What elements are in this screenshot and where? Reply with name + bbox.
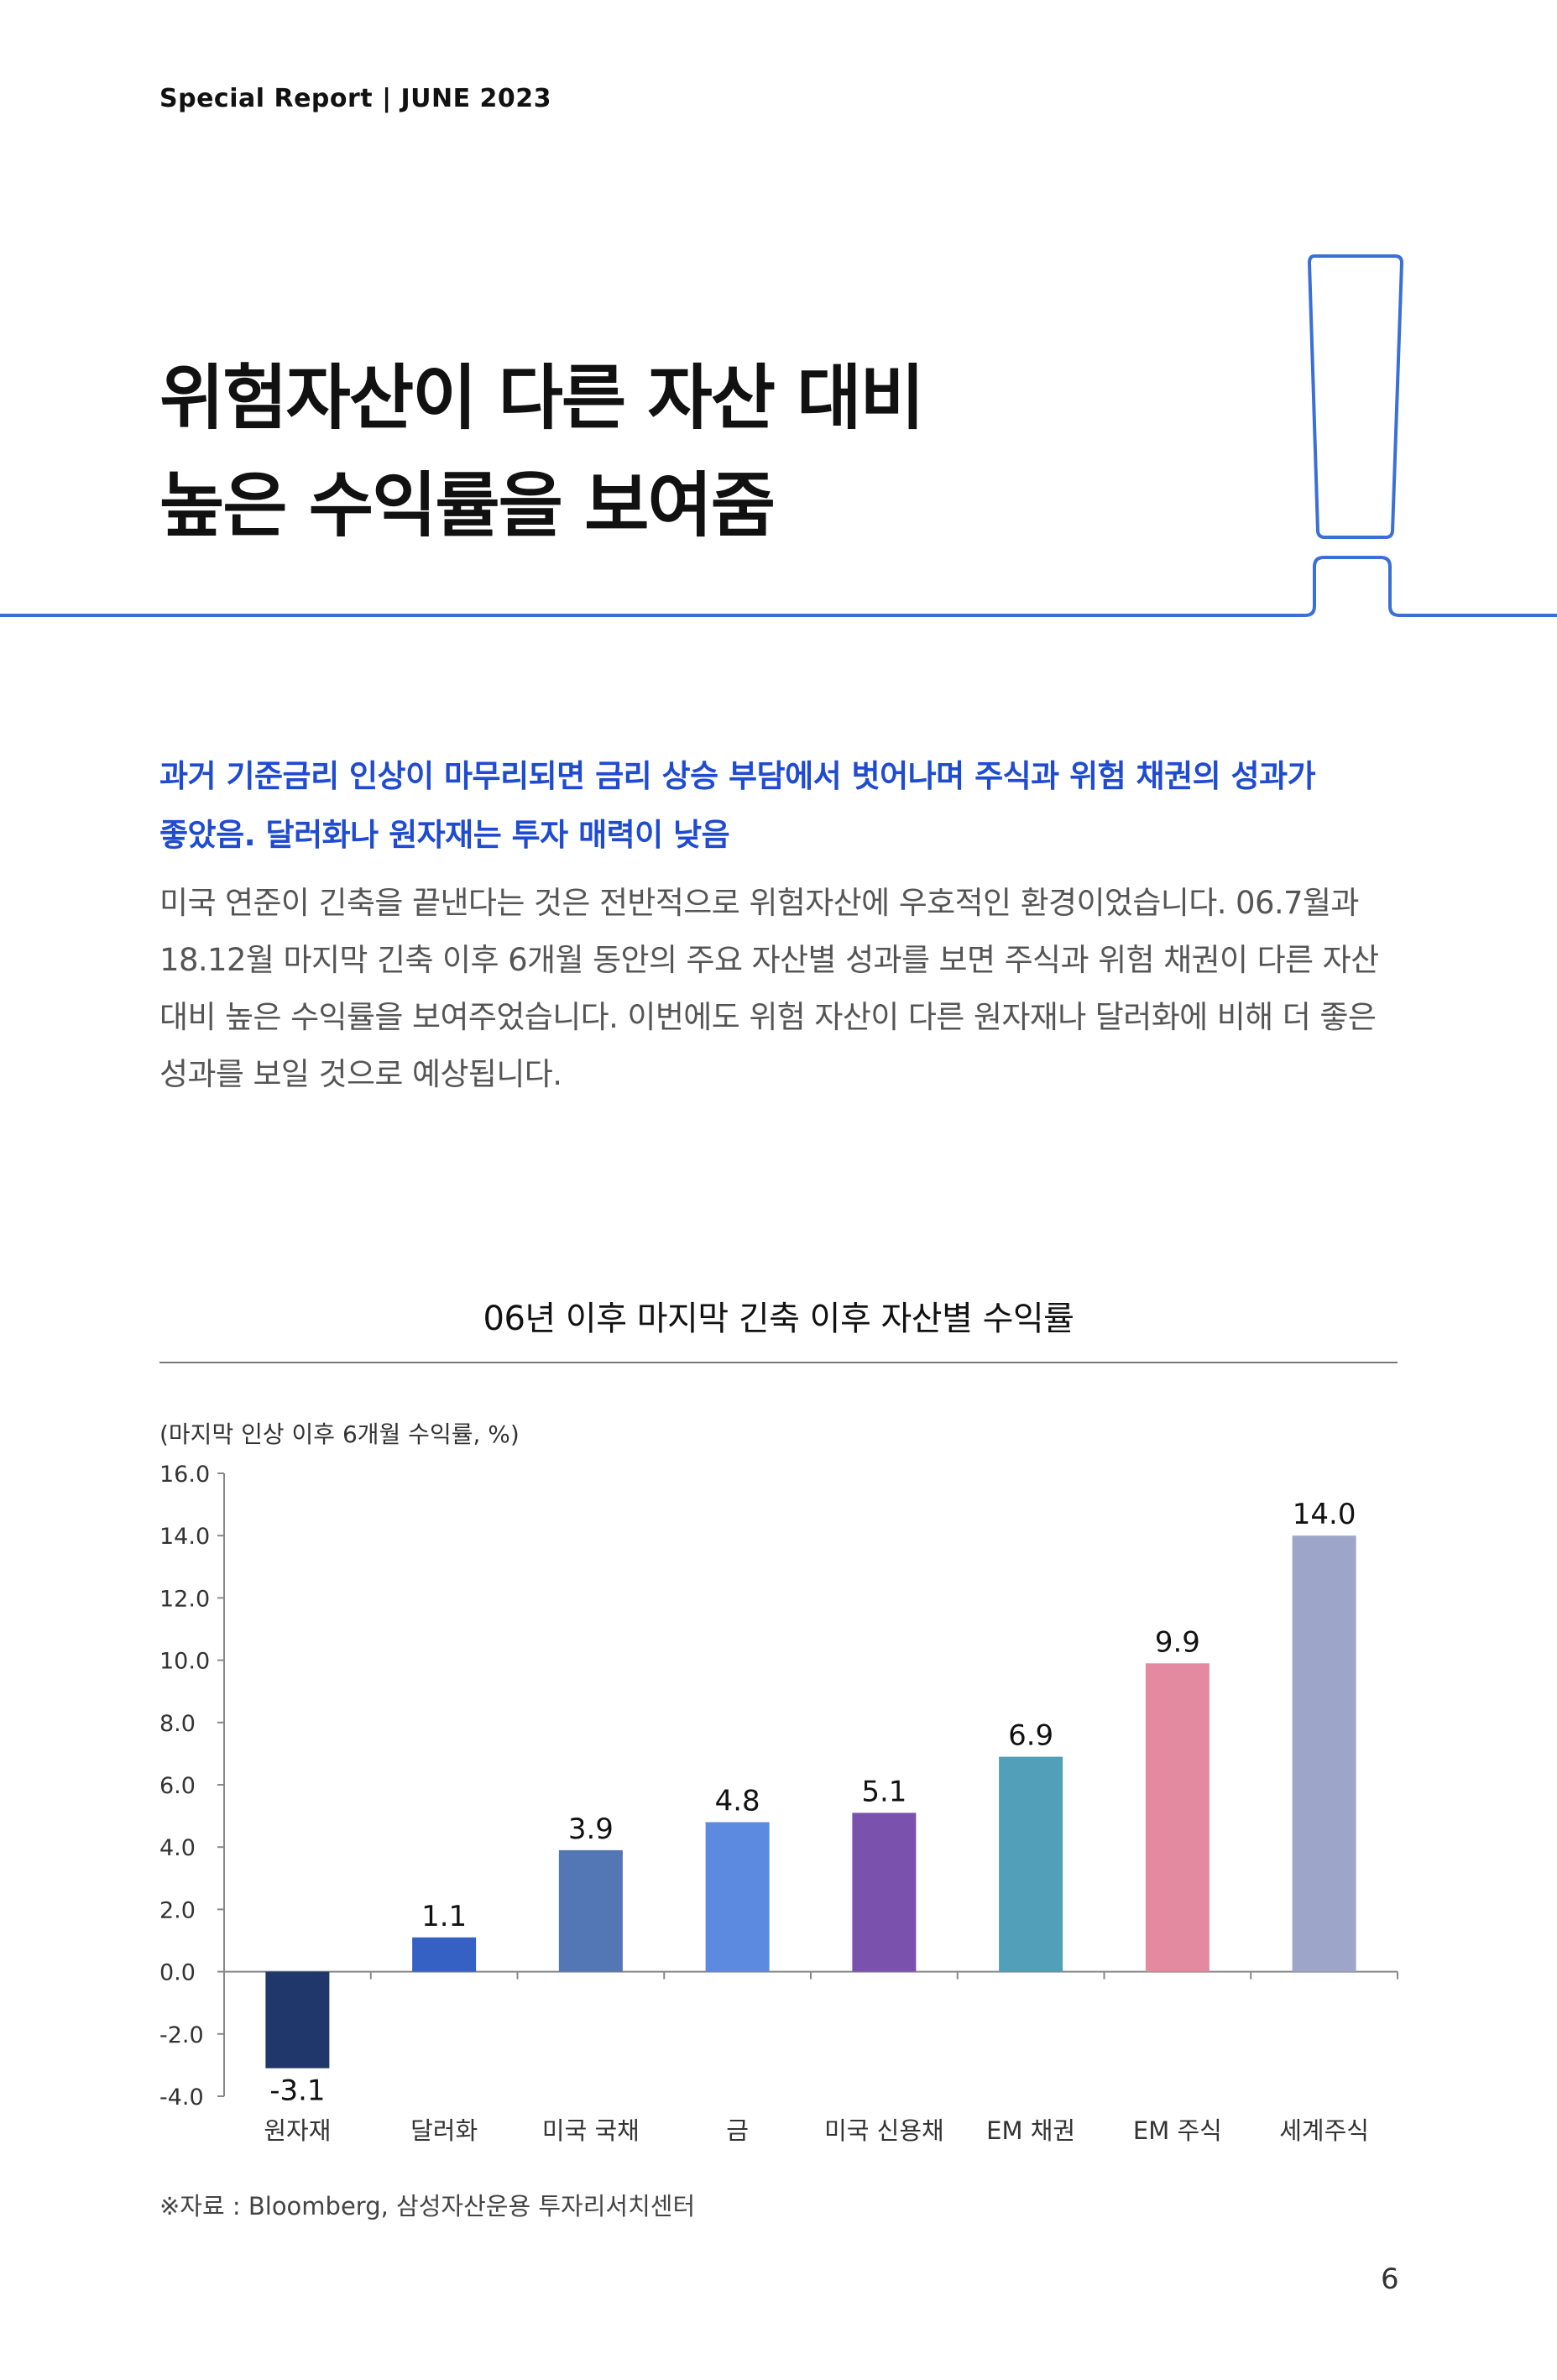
bar-value-label: 4.8 <box>715 1785 760 1818</box>
bar <box>1145 1663 1210 1972</box>
y-tick-label: 16.0 <box>159 1462 210 1488</box>
y-tick-label: -4.0 <box>159 2084 204 2111</box>
bar <box>705 1822 770 1972</box>
x-category-label: EM 채권 <box>986 2116 1075 2145</box>
bar-value-label: 3.9 <box>568 1812 614 1846</box>
y-tick-label: 4.0 <box>159 1835 196 1861</box>
bar-value-label: 14.0 <box>1293 1498 1356 1531</box>
source-note: ※자료 : Bloomberg, 삼성자산운용 투자리서치센터 <box>159 2192 696 2220</box>
body-line-4: 성과를 보일 것으로 예상됩니다. <box>159 1056 562 1092</box>
x-category-label: 미국 신용채 <box>824 2116 944 2145</box>
y-tick-label: -2.0 <box>159 2022 204 2048</box>
y-tick-label: 2.0 <box>159 1897 196 1923</box>
x-category-label: EM 주식 <box>1133 2116 1222 2145</box>
x-category-label: 금 <box>726 2116 749 2145</box>
page-title: 위험자산이 다른 자산 대비 높은 수익률을 보여줌 <box>159 344 925 559</box>
bar-value-label: 9.9 <box>1155 1625 1200 1659</box>
body-line-1: 미국 연준이 긴축을 끝낸다는 것은 전반적으로 위험자산에 우호적인 환경이었… <box>159 885 1359 921</box>
bar-value-label: 6.9 <box>1008 1719 1053 1753</box>
y-tick-label: 8.0 <box>159 1711 196 1737</box>
y-tick-label: 6.0 <box>159 1773 196 1799</box>
bar-value-label: -3.1 <box>269 2074 325 2108</box>
bar <box>265 1971 330 2069</box>
y-axis-label: (마지막 인상 이후 6개월 수익률, %) <box>159 1420 520 1448</box>
lead-line-1: 과거 기준금리 인상이 마무리되면 금리 상승 부담에서 벗어나며 주식과 위험… <box>159 758 1316 794</box>
y-tick-label: 10.0 <box>159 1649 210 1675</box>
title-line-1: 위험자산이 다른 자산 대비 <box>159 357 925 439</box>
bar <box>999 1756 1063 1972</box>
bar-value-label: 5.1 <box>861 1775 907 1808</box>
x-category-label: 원자재 <box>264 2116 331 2145</box>
chart-title-rule <box>159 1362 1398 1363</box>
x-category-label: 미국 국채 <box>542 2116 640 2145</box>
bar <box>1292 1535 1356 1972</box>
body-line-2: 18.12월 마지막 긴축 이후 6개월 동안의 주요 자산별 성과를 보면 주… <box>159 942 1379 978</box>
body-line-3: 대비 높은 수익률을 보여주었습니다. 이번에도 위험 자산이 다른 원자재나 … <box>159 999 1377 1035</box>
chart-title: 06년 이후 마지막 긴축 이후 자산별 수익률 <box>483 1300 1075 1338</box>
bar <box>412 1937 477 1972</box>
exclamation-mark-decoration <box>0 254 1557 617</box>
y-tick-label: 12.0 <box>159 1586 210 1612</box>
x-category-label: 달러화 <box>410 2116 478 2145</box>
bar-value-label: 1.1 <box>421 1900 467 1933</box>
x-category-label: 세계주식 <box>1279 2116 1369 2145</box>
returns-bar-chart: (마지막 인상 이후 6개월 수익률, %) 16.0 14.0 12.0 10.0 8.… <box>159 1420 1398 2145</box>
bar <box>558 1849 623 1972</box>
y-tick-label: 0.0 <box>159 1960 196 1986</box>
bar <box>852 1812 917 1972</box>
y-tick-label: 14.0 <box>159 1524 210 1550</box>
report-header: Special Report | JUNE 2023 <box>159 84 552 113</box>
title-line-2: 높은 수익률을 보여줌 <box>159 464 776 547</box>
body-paragraph: 미국 연준이 긴축을 끝낸다는 것은 전반적으로 위험자산에 우호적인 환경이었… <box>159 875 1402 1103</box>
page-number: 6 <box>1381 2262 1399 2296</box>
lead-line-2: 좋았음. 달러화나 원자재는 투자 매력이 낮음 <box>159 817 730 853</box>
lead-summary: 과거 기준금리 인상이 마무리되면 금리 상승 부담에서 벗어나며 주식과 위험… <box>159 747 1402 865</box>
